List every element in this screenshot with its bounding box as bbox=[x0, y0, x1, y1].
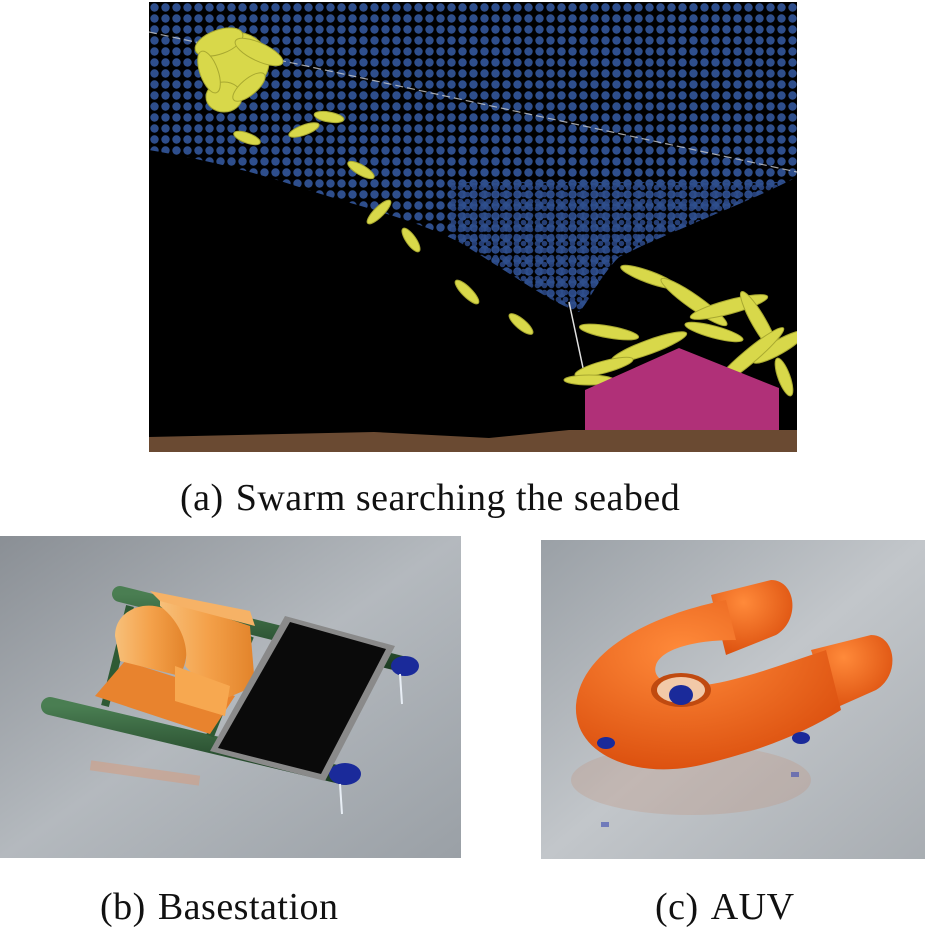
auv-body bbox=[575, 580, 893, 770]
base-station-box bbox=[585, 348, 779, 442]
panel-c-caption: (c) AUV bbox=[655, 886, 795, 928]
seabed-ground bbox=[149, 430, 797, 452]
thruster bbox=[329, 763, 361, 785]
float-tanks bbox=[95, 591, 255, 734]
panel-a-caption: (a) Swarm searching the seabed bbox=[180, 477, 681, 519]
swarm-cluster bbox=[563, 264, 797, 397]
reflection bbox=[89, 760, 201, 786]
swarm-agents bbox=[233, 110, 534, 335]
swarm-simulation-scene bbox=[149, 2, 797, 452]
thruster bbox=[669, 685, 693, 705]
thruster bbox=[792, 732, 810, 744]
auv-panel bbox=[541, 540, 925, 859]
swarm-simulation-panel bbox=[149, 2, 797, 452]
auv-render bbox=[541, 540, 925, 859]
swarm-cluster bbox=[194, 27, 284, 113]
basestation-panel bbox=[0, 536, 461, 858]
thruster bbox=[391, 656, 419, 676]
solar-panel bbox=[210, 616, 395, 781]
basestation-render bbox=[0, 536, 461, 858]
panel-b-caption: (b) Basestation bbox=[100, 886, 339, 928]
thruster bbox=[597, 737, 615, 749]
